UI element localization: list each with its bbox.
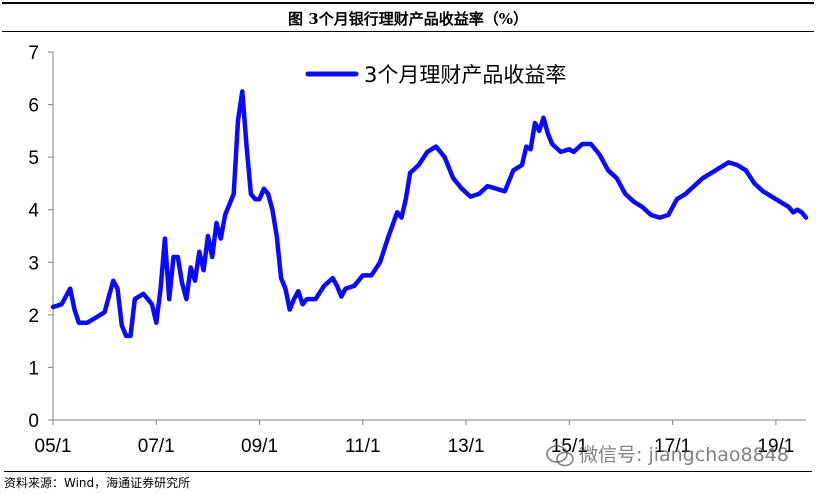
y-tick-label: 4 <box>28 201 39 222</box>
y-tick-label: 2 <box>28 306 39 327</box>
y-tick-label: 7 <box>28 43 39 64</box>
source-note: 资料来源：Wind，海通证券研究所 <box>4 471 812 491</box>
chart: 0 1 2 3 4 5 6 7 05/1 07/1 09/1 11/1 13/1 15/1 17/1 19/… <box>28 43 809 456</box>
y-tick-label: 3 <box>28 253 39 274</box>
series-line <box>50 89 809 339</box>
x-tick-label: 19/1 <box>757 436 794 456</box>
y-tick-label: 5 <box>28 148 39 169</box>
x-tick-label: 05/1 <box>35 436 72 456</box>
title-bar: 图 3个月银行理财产品收益率（%） <box>2 2 814 32</box>
legend: 3个月理财产品收益率 <box>305 63 566 87</box>
x-tick-label: 09/1 <box>241 436 278 456</box>
x-tick-label: 11/1 <box>345 436 381 456</box>
x-tick-label: 17/1 <box>654 436 691 456</box>
y-tick-label: 0 <box>28 411 39 432</box>
watermark: 微信号: jiangchao8848 <box>545 440 789 468</box>
watermark-text: 微信号: jiangchao8848 <box>579 444 789 466</box>
y-tick-label: 6 <box>28 96 39 117</box>
x-axis: 05/1 07/1 09/1 11/1 13/1 15/1 17/1 19/1 <box>35 419 806 456</box>
x-tick-label: 15/1 <box>551 436 588 456</box>
wechat-icon <box>546 444 574 466</box>
y-axis: 0 1 2 3 4 5 6 7 <box>28 43 54 432</box>
chart-title: 图 3个月银行理财产品收益率（%） <box>288 10 528 28</box>
legend-label: 3个月理财产品收益率 <box>364 63 566 87</box>
x-tick-label: 13/1 <box>448 436 485 456</box>
x-tick-label: 07/1 <box>138 436 175 456</box>
y-tick-label: 1 <box>28 358 39 379</box>
